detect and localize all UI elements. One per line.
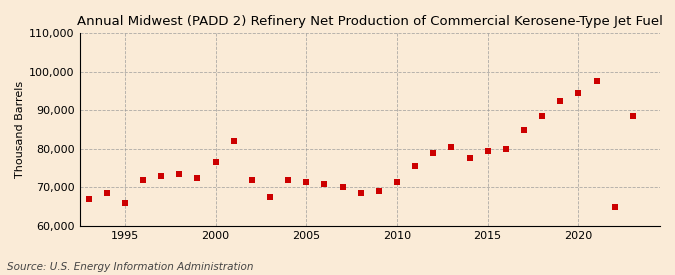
Point — [627, 114, 638, 118]
Point — [610, 204, 620, 209]
Point — [337, 185, 348, 189]
Point — [591, 79, 602, 84]
Y-axis label: Thousand Barrels: Thousand Barrels — [15, 81, 25, 178]
Point — [464, 156, 475, 161]
Text: Source: U.S. Energy Information Administration: Source: U.S. Energy Information Administ… — [7, 262, 253, 272]
Point — [138, 177, 148, 182]
Point — [192, 175, 202, 180]
Point — [573, 91, 584, 95]
Point — [174, 172, 185, 176]
Point — [392, 179, 402, 184]
Point — [373, 189, 384, 193]
Point — [246, 177, 257, 182]
Title: Annual Midwest (PADD 2) Refinery Net Production of Commercial Kerosene-Type Jet : Annual Midwest (PADD 2) Refinery Net Pro… — [77, 15, 663, 28]
Point — [265, 195, 275, 199]
Point — [283, 177, 294, 182]
Point — [518, 127, 529, 132]
Point — [101, 191, 112, 195]
Point — [537, 114, 547, 118]
Point — [83, 197, 94, 201]
Point — [355, 191, 366, 195]
Point — [410, 164, 421, 168]
Point — [210, 160, 221, 164]
Point — [446, 145, 457, 149]
Point — [156, 174, 167, 178]
Point — [301, 179, 312, 184]
Point — [482, 148, 493, 153]
Point — [555, 98, 566, 103]
Point — [228, 139, 239, 143]
Point — [119, 200, 130, 205]
Point — [500, 147, 511, 151]
Point — [428, 150, 439, 155]
Point — [319, 181, 330, 186]
